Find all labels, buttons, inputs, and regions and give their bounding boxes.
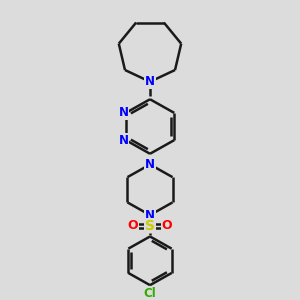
Text: N: N: [145, 208, 155, 222]
Text: Cl: Cl: [144, 287, 156, 300]
Text: N: N: [119, 134, 129, 147]
Text: O: O: [128, 219, 138, 232]
Text: O: O: [162, 219, 172, 232]
Text: S: S: [145, 219, 155, 233]
Text: N: N: [145, 158, 155, 171]
Text: N: N: [119, 106, 129, 119]
Text: N: N: [145, 75, 155, 88]
